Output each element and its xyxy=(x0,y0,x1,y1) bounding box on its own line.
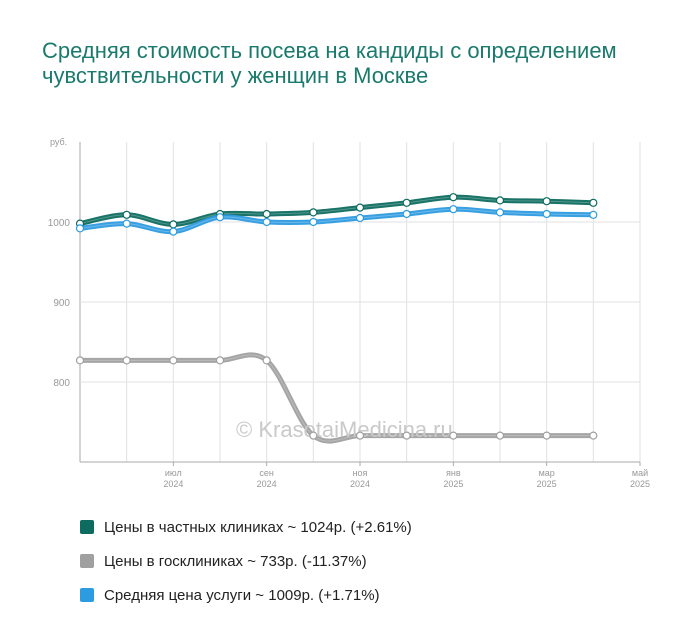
watermark: © KrasotaiMedicina.ru xyxy=(236,417,453,442)
data-point[interactable] xyxy=(262,356,271,365)
x-tick-month: янв xyxy=(446,468,461,478)
legend-label: Цены в частных клиниках ~ 1024р. (+2.61%… xyxy=(104,518,412,536)
y-tick-label: 800 xyxy=(53,378,70,389)
data-point[interactable] xyxy=(402,431,411,440)
data-point[interactable] xyxy=(215,356,225,365)
legend-label: Цены в госклиниках ~ 733р. (-11.37%) xyxy=(104,552,367,570)
x-tick-year: 2024 xyxy=(350,479,370,489)
data-point[interactable] xyxy=(449,431,458,440)
x-axis-ticks: июл2024сен2024ноя2024янв2025мар2025май20… xyxy=(163,462,650,489)
y-axis-unit: руб. xyxy=(50,137,67,147)
data-point[interactable] xyxy=(402,209,411,219)
x-tick-year: 2024 xyxy=(257,479,277,489)
data-point[interactable] xyxy=(262,217,271,227)
x-tick-month: мар xyxy=(539,468,555,478)
x-tick-year: 2025 xyxy=(443,479,463,489)
data-point[interactable] xyxy=(449,205,458,214)
data-point[interactable] xyxy=(495,431,505,440)
data-point[interactable] xyxy=(309,208,318,217)
legend-item[interactable]: Цены в частных клиниках ~ 1024р. (+2.61%… xyxy=(80,510,412,544)
grid xyxy=(79,142,641,463)
x-tick-year: 2024 xyxy=(163,479,183,489)
data-point[interactable] xyxy=(402,198,411,207)
data-point[interactable] xyxy=(355,213,365,223)
data-point[interactable] xyxy=(589,431,598,440)
legend-swatch xyxy=(80,520,94,534)
data-point[interactable] xyxy=(169,227,178,236)
data-point[interactable] xyxy=(122,356,131,365)
chart-title: Средняя стоимость посева на кандиды с оп… xyxy=(42,38,617,88)
x-tick-month: май xyxy=(632,468,648,478)
data-point[interactable] xyxy=(542,431,551,440)
data-point[interactable] xyxy=(589,198,598,207)
legend-item[interactable]: Средняя цена услуги ~ 1009р. (+1.71%) xyxy=(80,578,412,612)
data-point[interactable] xyxy=(262,209,271,219)
y-tick-label: 900 xyxy=(53,298,70,309)
x-tick-month: ноя xyxy=(353,468,368,478)
data-point[interactable] xyxy=(542,209,551,219)
data-point[interactable] xyxy=(355,203,365,212)
x-tick-year: 2025 xyxy=(537,479,557,489)
data-point[interactable] xyxy=(589,210,598,219)
data-point[interactable] xyxy=(122,219,131,228)
data-point[interactable] xyxy=(449,193,458,202)
data-point[interactable] xyxy=(169,356,178,365)
series-lines xyxy=(77,194,596,444)
legend-swatch xyxy=(80,588,94,602)
data-point[interactable] xyxy=(215,213,225,222)
legend-label: Средняя цена услуги ~ 1009р. (+1.71%) xyxy=(104,586,380,604)
data-point[interactable] xyxy=(542,197,551,206)
data-point[interactable] xyxy=(75,356,85,365)
legend: Цены в частных клиниках ~ 1024р. (+2.61%… xyxy=(80,510,412,612)
data-point[interactable] xyxy=(495,196,505,205)
data-point[interactable] xyxy=(75,224,85,233)
x-tick-month: сен xyxy=(259,468,274,478)
legend-item[interactable]: Цены в госклиниках ~ 733р. (-11.37%) xyxy=(80,544,412,578)
legend-swatch xyxy=(80,554,94,568)
data-point[interactable] xyxy=(495,208,505,217)
data-point[interactable] xyxy=(355,431,365,440)
data-point[interactable] xyxy=(169,220,178,229)
data-point[interactable] xyxy=(309,217,318,227)
series-points[interactable] xyxy=(75,193,598,440)
y-tick-label: 1000 xyxy=(48,218,71,229)
x-tick-year: 2025 xyxy=(630,479,650,489)
x-tick-month: июл xyxy=(165,468,182,478)
data-point[interactable] xyxy=(122,210,131,219)
data-point[interactable] xyxy=(309,431,318,440)
y-axis-ticks: 800 900 1000 xyxy=(48,218,71,389)
